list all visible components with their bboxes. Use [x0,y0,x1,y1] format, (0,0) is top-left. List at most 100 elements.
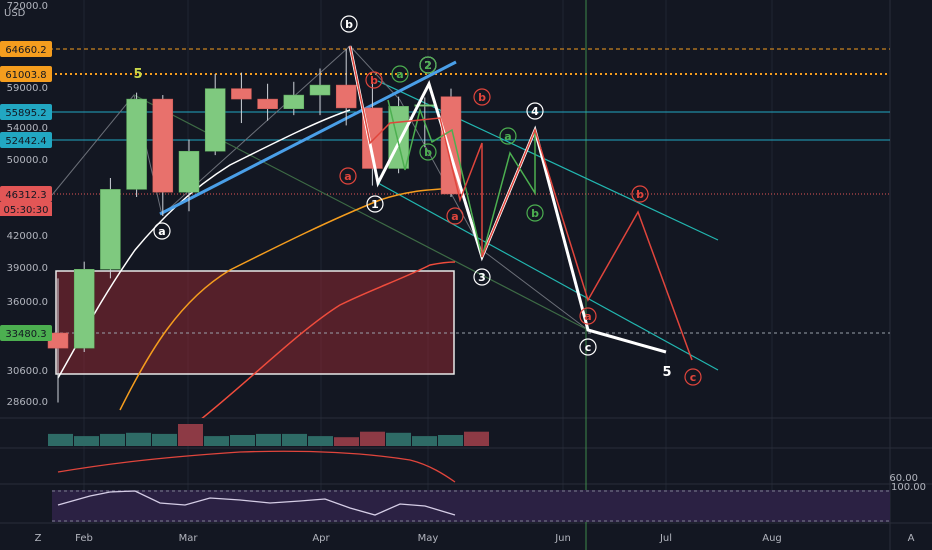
wave-label-white-a: a [153,222,171,240]
price-tick-label: 30600.0 [7,366,48,377]
time-tick-feb: Feb [75,533,93,544]
time-tick-jun: Jun [554,533,571,544]
currency-label: USD [4,8,26,19]
volume-bar-12 [360,431,385,446]
candle-8 [257,83,278,121]
volume-bar-4 [152,433,177,446]
time-tick-apr: Apr [312,533,330,544]
price-tag-52442.4 [0,131,52,148]
wave-label-red-b3: b [631,185,649,203]
price-tick-label: 72000.0 [7,1,48,12]
wave-label-white-1: 1 [366,195,384,213]
candle-body [309,84,331,96]
wave-label-circle [446,207,464,225]
candle-0 [47,278,69,403]
wave-label-red-a: a [339,167,357,185]
wave-label-text: c [585,341,592,354]
candle-body [73,269,95,349]
wave-label-text: 2 [424,59,432,72]
price-tag-61003.8 [0,66,52,83]
wave-label-text: a [584,310,591,323]
volume-bar-2 [100,433,125,446]
wave-label-red-a2: a [446,207,464,225]
countdown-label: 05:30:30 [4,205,49,216]
candle-body [152,98,174,193]
wave-label-text: b [424,146,432,159]
candle-body [231,88,252,100]
indicator-line [57,450,456,483]
wave-label-circle [153,222,171,240]
wave-label-text: a [158,225,165,238]
wave-label-circle [579,307,597,325]
wave-label-green-2: 2 [419,56,437,74]
price-tick-label: 28600.0 [7,397,48,408]
wave-label-text: b [370,74,378,87]
indicator-level-label: 60.00 [889,473,918,484]
oscillator-band [52,490,890,522]
wave-label-circle [365,71,383,89]
wave-label-circle [419,143,437,161]
volume-bar-13 [386,432,411,446]
wave-label-text: 1 [371,198,379,211]
wave-label-red-b2: b [473,88,491,106]
volume-bar-1 [74,436,99,446]
volume-bar-6 [204,436,229,446]
wave-label-text: b [345,18,353,31]
oscillator-line [57,490,456,516]
candle-body [257,98,278,109]
price-tag-33480.3 [0,324,52,341]
candle-11 [335,49,357,126]
time-tick-mar: Mar [179,533,199,544]
candle-10 [309,68,331,116]
volume-bar-5 [178,424,203,446]
price-tag-64660.2 [0,40,52,57]
candle-3 [126,92,147,197]
wave-label-text: b [636,188,644,201]
volume-bar-11 [334,437,359,446]
price-tick-label: 59000.0 [7,83,48,94]
wave-label-circle [419,56,437,74]
wave-label-green-a2: a [499,127,517,145]
candle-7 [231,72,252,124]
volume-bar-3 [126,432,151,446]
price-tag-label: 64660.2 [5,45,46,56]
wave-label-white-c: c [579,338,597,356]
wave-label-red-c: c [684,368,702,386]
wave-label-text: 4 [531,105,539,118]
wave-label-circle [526,204,544,222]
candle-body [335,84,357,109]
volume-bar-9 [282,433,307,446]
wave-label-text: 2 [424,59,432,72]
wave-label-white-5: 5 [662,365,671,380]
volume-bar-15 [438,435,463,446]
time-tick-aug: Aug [762,533,782,544]
wave-label-text: a [451,210,458,223]
candle-13 [388,96,409,174]
volume-bar-7 [230,435,255,446]
demand-zone-box [55,270,455,375]
wave-label-circle [684,368,702,386]
wave-label-circle [391,65,409,83]
candle-9 [283,81,305,116]
moving-average-red [201,261,456,418]
main-plot-area [0,45,890,418]
price-tag-46312.3 [0,185,52,202]
wave-label-green-a: a [391,65,409,83]
red-wave-path [349,45,693,361]
wave-label-circle [579,338,597,356]
time-axis: Feb Mar Apr May Jun Jul Aug Z A [35,533,915,544]
price-tag-label: 55895.2 [5,108,46,119]
wave-label-text: b [478,91,486,104]
wave-label-circle [526,102,544,120]
wave-label-white-4: 4 [526,102,544,120]
candle-6 [204,74,226,156]
wave-label-circle [340,15,358,33]
candle-body [362,107,383,169]
price-axis: 72000.0 64660.2 61003.8 59000.0 55895.2 54000… [0,1,52,408]
volume-pane [48,424,489,446]
wave-label-green-5: 5 [133,67,142,82]
volume-bar-14 [412,436,437,446]
